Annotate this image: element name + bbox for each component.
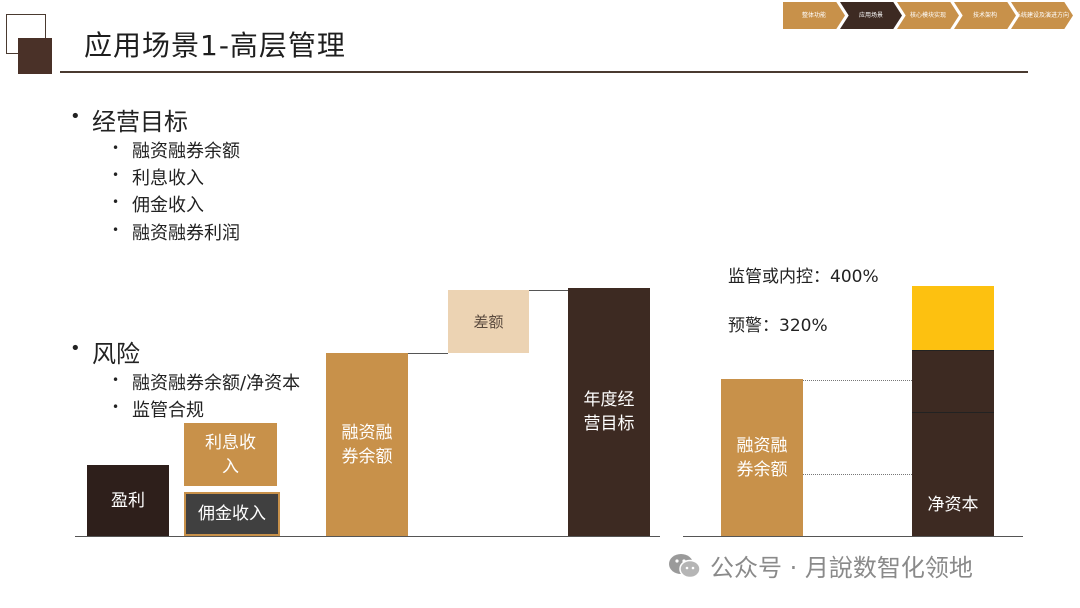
ratio-dotted-line — [803, 474, 912, 475]
balance-block: 融资融券余额 — [326, 353, 408, 536]
ratio-baseline — [683, 536, 1023, 537]
goals-item: 佣金收入 — [112, 191, 204, 217]
risk-item: 监管合规 — [112, 396, 204, 422]
ratio-dotted-line — [803, 380, 912, 381]
gap-block: 差额 — [448, 290, 529, 353]
risk-item: 融资融券余额/净资本 — [112, 369, 300, 395]
wechat-icon — [668, 552, 702, 580]
profit-block: 盈利 — [87, 465, 169, 536]
net-capital-segment-middle — [912, 412, 994, 475]
goals-item: 融资融券利润 — [112, 219, 240, 245]
breadcrumb-step-tech-arch[interactable]: 技术架构 — [954, 2, 1016, 29]
logo-square-fill — [18, 38, 52, 74]
breadcrumb-step-evolution[interactable]: 系统建设及演进方向 — [1011, 2, 1073, 29]
risk-heading: 风险 — [70, 334, 140, 369]
watermark-text: 公众号 · 月說数智化领地 — [710, 554, 973, 582]
connector-line — [408, 353, 448, 354]
net-capital-block: 净资本 — [912, 474, 994, 536]
watermark: 公众号 · 月說数智化领地 — [668, 548, 973, 583]
breadcrumb-step-core-module[interactable]: 核心模块实现 — [897, 2, 959, 29]
alert-zone-block — [912, 286, 994, 350]
goals-item: 利息收入 — [112, 164, 204, 190]
breadcrumb: 整体功能 应用场景 核心模块实现 技术架构 系统建设及演进方向 — [783, 2, 1079, 29]
goals-heading: 经营目标 — [70, 102, 188, 137]
breadcrumb-step-scenario[interactable]: 应用场景 — [840, 2, 902, 29]
waterfall-baseline — [75, 536, 660, 537]
goals-item: 融资融券余额 — [112, 137, 240, 163]
breadcrumb-step-overall[interactable]: 整体功能 — [783, 2, 845, 29]
connector-line — [529, 290, 568, 291]
commission-block: 佣金收入 — [184, 492, 280, 536]
target-block: 年度经营目标 — [568, 288, 650, 536]
title-divider — [60, 71, 1028, 73]
warning-threshold-label: 预警：320% — [728, 316, 828, 336]
page-title: 应用场景1-高层管理 — [84, 29, 346, 62]
net-capital-segment-upper — [912, 350, 994, 413]
ratio-balance-block: 融资融券余额 — [721, 379, 803, 536]
regulatory-threshold-label: 监管或内控：400% — [728, 267, 879, 287]
interest-block: 利息收入 — [184, 423, 277, 486]
